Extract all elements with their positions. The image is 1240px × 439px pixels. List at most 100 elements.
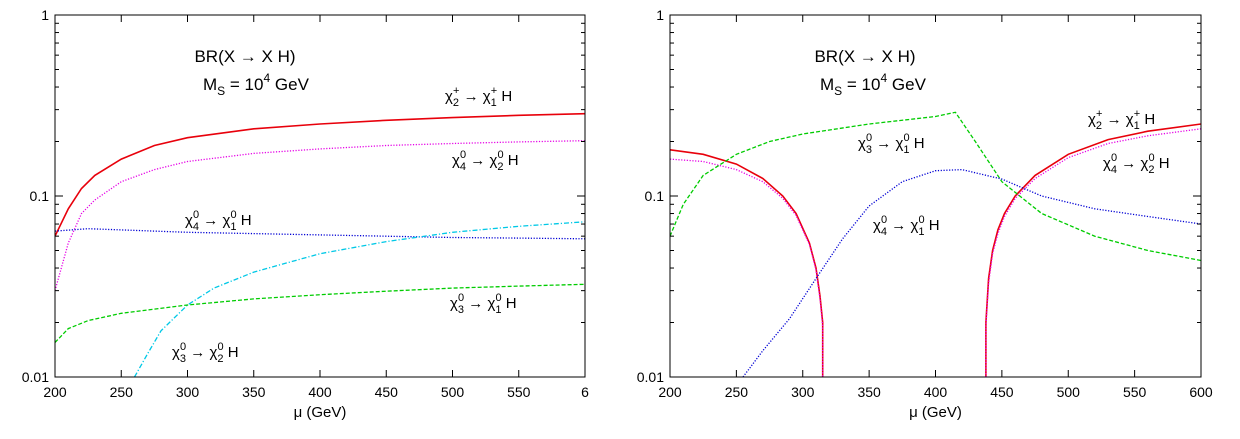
anno-sup2: + [1134, 108, 1140, 120]
x-tick-label-1-0: 200 [658, 384, 682, 400]
y-tick-label-1-1: 0.1 [645, 188, 665, 204]
annotation-label-0-2: χ40 → χ10 H [185, 209, 252, 233]
anno-sup: + [1096, 108, 1102, 120]
anno-chi2: χ [489, 152, 497, 169]
subtitle-mid: = 10 [842, 75, 880, 94]
series-line-1-4 [670, 111, 1201, 262]
anno-tail: H [497, 88, 512, 105]
x-tick-label-1-6: 500 [1057, 384, 1081, 400]
x-tick-label-1-2: 300 [791, 384, 815, 400]
y-tick-label-0-0: 0.01 [22, 369, 49, 385]
x-tick-label-0-4: 400 [308, 384, 332, 400]
x-tick-label-0-1: 250 [110, 384, 134, 400]
subtitle-sub: S [217, 84, 225, 98]
anno-chi: χ [858, 135, 866, 152]
annotation-label-0-4: χ30 → χ20 H [172, 341, 239, 365]
anno-chi2: χ [209, 344, 217, 361]
anno-sub: 3 [866, 144, 872, 156]
annotation-label-0-1: χ40 → χ20 H [452, 149, 519, 173]
anno-chi2: χ [487, 295, 495, 312]
x-tick-label-1-1: 250 [725, 384, 749, 400]
chart-title-0: BR(X → X H) [194, 47, 295, 66]
anno-arrow: → [887, 217, 910, 234]
anno-tail: H [1140, 111, 1155, 128]
chart-subtitle-0: MS = 104 GeV [203, 71, 310, 98]
anno-chi2: χ [895, 135, 903, 152]
anno-sub2: 2 [217, 353, 223, 365]
anno-chi: χ [185, 212, 193, 229]
subtitle-mid: = 10 [225, 75, 263, 94]
series-line-1-5 [742, 168, 1201, 377]
anno-sub2: 2 [1148, 164, 1154, 176]
anno-sup2: 0 [217, 341, 223, 353]
anno-sup: 0 [180, 341, 186, 353]
subtitle-sup: 4 [880, 71, 887, 85]
anno-tail: H [237, 212, 252, 229]
annotation-label-0-3: χ30 → χ10 H [450, 292, 517, 316]
x-tick-label-1-4: 400 [924, 384, 948, 400]
anno-arrow: → [466, 152, 489, 169]
anno-sup2: 0 [1148, 152, 1154, 164]
anno-sup2: 0 [918, 214, 924, 226]
series-line-1-1 [985, 123, 1201, 377]
anno-sup: 0 [193, 209, 199, 221]
x-tick-label-1-7: 550 [1123, 384, 1147, 400]
anno-chi2: χ [1126, 111, 1134, 128]
anno-sub2: 1 [491, 97, 497, 109]
x-tick-label-1-8: 600 [1189, 384, 1213, 400]
y-tick-label-0-2: 1 [41, 7, 49, 23]
anno-sup2: 0 [497, 149, 503, 161]
anno-sub: 2 [1096, 120, 1102, 132]
anno-chi: χ [1088, 111, 1096, 128]
anno-sup: 0 [866, 132, 872, 144]
anno-arrow: → [464, 295, 487, 312]
chart-subtitle-1: MS = 104 GeV [820, 71, 927, 98]
anno-chi2: χ [1140, 155, 1148, 172]
anno-arrow: → [1117, 155, 1140, 172]
anno-sub: 2 [453, 97, 459, 109]
anno-sup2: 0 [495, 292, 501, 304]
annotation-label-1-0: χ2+ → χ1+ H [1088, 108, 1155, 132]
x-axis-label-1: μ (GeV) [909, 404, 962, 421]
y-tick-label-1-2: 1 [656, 7, 664, 23]
annotation-label-1-3: χ40 → χ10 H [873, 214, 940, 238]
anno-tail: H [504, 152, 519, 169]
annotation-label-1-1: χ40 → χ20 H [1103, 152, 1170, 176]
annotation-label-0-0: χ2+ → χ1+ H [445, 85, 512, 109]
series-line-1-2 [670, 158, 824, 377]
anno-sub: 3 [180, 353, 186, 365]
anno-sub2: 1 [230, 221, 236, 233]
series-line-1-0 [670, 149, 824, 377]
series-line-1-3 [985, 128, 1201, 377]
anno-sub2: 1 [903, 144, 909, 156]
y-tick-label-0-1: 0.1 [30, 188, 50, 204]
anno-tail: H [502, 295, 517, 312]
subtitle-sub: S [834, 84, 842, 98]
x-tick-label-0-8: 6 [581, 384, 589, 400]
anno-sup: 0 [1111, 152, 1117, 164]
subtitle-tail: GeV [887, 75, 926, 94]
anno-sub: 4 [881, 226, 887, 238]
anno-sub2: 2 [497, 161, 503, 173]
anno-sub: 3 [458, 304, 464, 316]
anno-arrow: → [459, 88, 482, 105]
anno-sup2: 0 [230, 209, 236, 221]
x-tick-label-0-3: 350 [242, 384, 266, 400]
x-tick-label-1-5: 450 [990, 384, 1014, 400]
anno-arrow: → [872, 135, 895, 152]
anno-chi2: χ [222, 212, 230, 229]
anno-sup2: 0 [903, 132, 909, 144]
anno-sup: 0 [881, 214, 887, 226]
anno-sub2: 1 [918, 226, 924, 238]
anno-chi: χ [1103, 155, 1111, 172]
anno-chi2: χ [910, 217, 918, 234]
series-line-0-0 [55, 112, 585, 237]
anno-arrow: → [199, 212, 222, 229]
anno-chi: χ [452, 152, 460, 169]
series-line-0-4 [55, 283, 585, 343]
x-tick-label-0-0: 200 [43, 384, 67, 400]
x-tick-label-0-5: 450 [375, 384, 399, 400]
anno-tail: H [910, 135, 925, 152]
anno-tail: H [224, 344, 239, 361]
